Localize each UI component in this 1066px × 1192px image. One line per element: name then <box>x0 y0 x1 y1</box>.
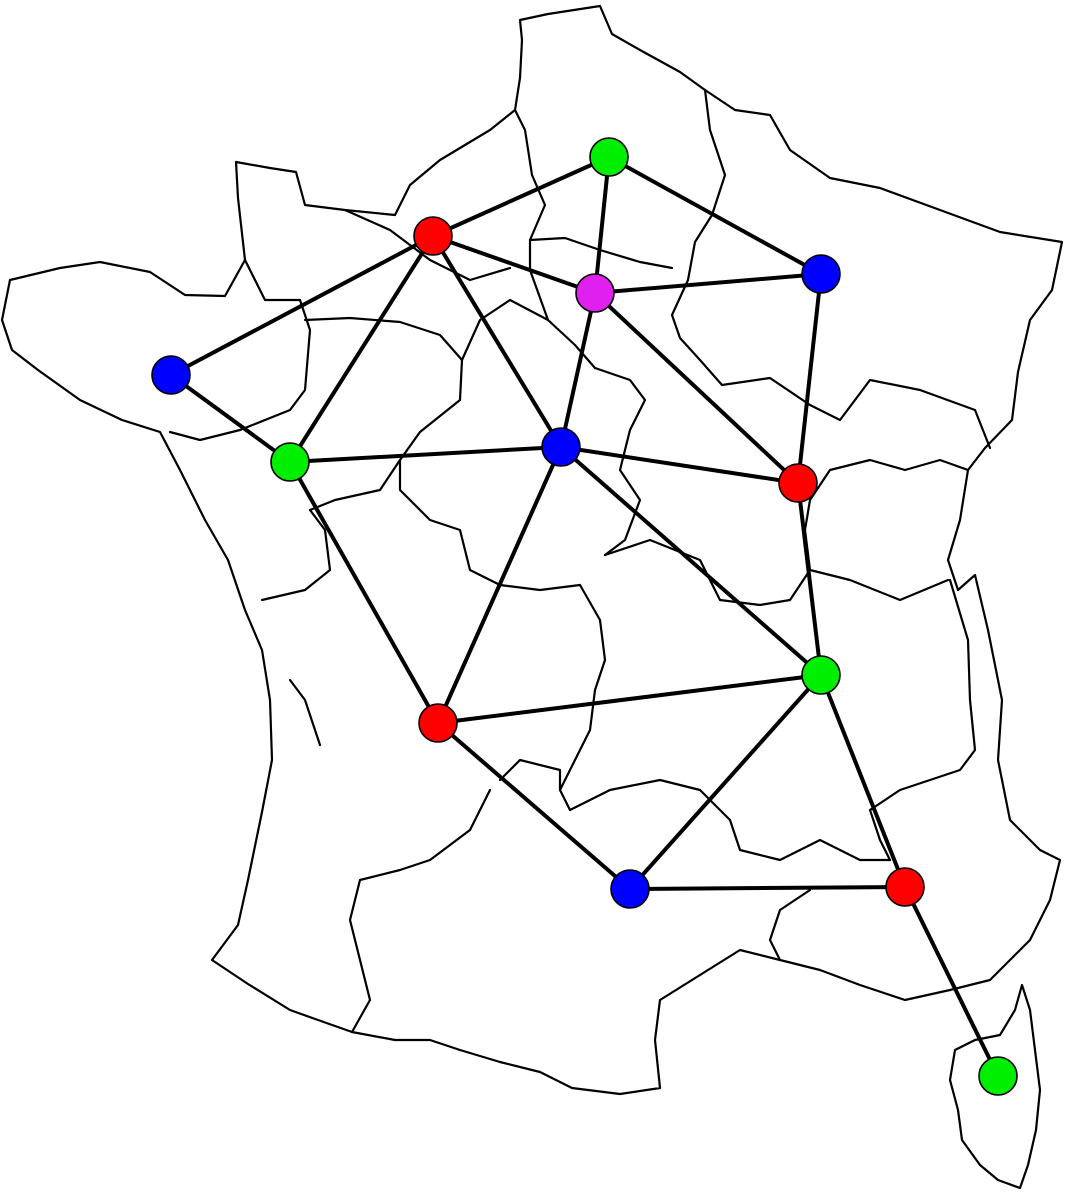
graph-node-blue <box>610 869 650 909</box>
graph-nodes <box>151 137 1018 1096</box>
graph-node-blue <box>151 355 191 395</box>
corsica-outline <box>948 983 1042 1190</box>
region-border <box>398 458 582 592</box>
france-outline <box>0 4 1064 1096</box>
graph-edge <box>169 373 292 464</box>
graph-edge <box>169 234 435 377</box>
graph-edge <box>819 673 907 889</box>
graph-edge <box>796 272 823 485</box>
graph-edge <box>431 234 597 295</box>
region-border <box>168 258 312 442</box>
graph-node-blue <box>801 254 841 294</box>
graph-node-green <box>270 442 310 482</box>
region-border <box>568 778 892 862</box>
region-border <box>593 366 647 557</box>
graph-edge <box>628 885 907 891</box>
region-borders <box>0 4 1064 1190</box>
region-border <box>260 508 332 602</box>
graph-edge <box>903 885 1000 1078</box>
graph-edge <box>431 155 611 238</box>
graph-node-red <box>418 703 458 743</box>
region-border <box>558 583 607 812</box>
region-border <box>603 538 950 607</box>
region-border <box>303 316 464 512</box>
region-border <box>670 88 727 387</box>
region-border <box>460 298 550 362</box>
graph-edge <box>593 291 800 485</box>
graph-edge <box>796 481 823 677</box>
graph-edges <box>169 155 1000 1078</box>
graph-node-blue <box>541 427 581 467</box>
graph-node-green <box>589 137 629 177</box>
region-border <box>288 678 322 747</box>
region-border <box>498 758 562 792</box>
graph-edge <box>288 445 563 464</box>
region-border <box>720 376 992 450</box>
graph-edge <box>288 460 440 725</box>
graph-edge <box>559 291 597 449</box>
graph-edge <box>559 445 823 677</box>
graph-node-green <box>978 1056 1018 1096</box>
graph-edge <box>628 673 823 891</box>
graph-edge <box>607 155 823 276</box>
graph-node-red <box>413 216 453 256</box>
graph-edge <box>436 445 563 725</box>
region-border <box>768 888 812 962</box>
graph-edge <box>436 673 823 725</box>
graph-edge <box>559 445 800 485</box>
region-border <box>343 208 512 282</box>
graph-node-red <box>885 867 925 907</box>
region-border <box>868 578 977 862</box>
graph-node-green <box>801 655 841 695</box>
graph-edge <box>436 721 632 891</box>
graph-edge <box>593 155 611 295</box>
region-border <box>803 458 970 572</box>
graph-edge <box>288 234 435 464</box>
graph-edge <box>593 272 823 295</box>
graph-edge <box>431 234 563 449</box>
graph-node-red <box>778 463 818 503</box>
graph-node-magenta <box>575 273 615 313</box>
region-border <box>348 788 492 1034</box>
